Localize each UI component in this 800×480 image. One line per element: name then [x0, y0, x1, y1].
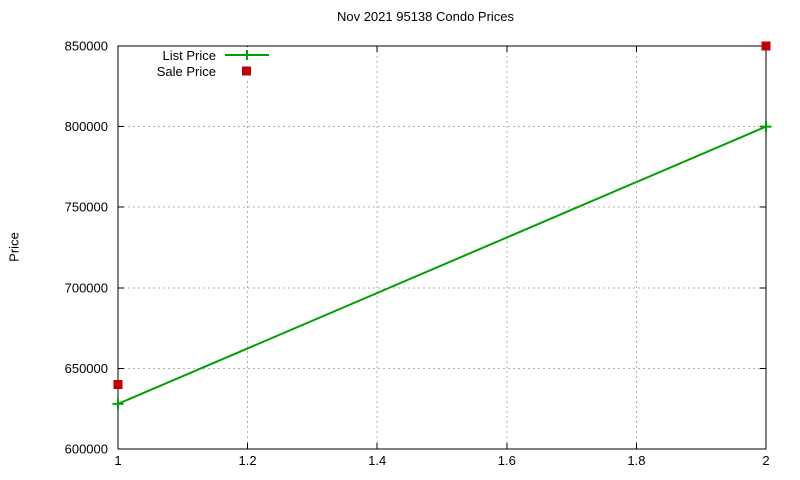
x-tick-label: 1.6: [498, 453, 516, 468]
sale-price-point-marker: [761, 41, 771, 51]
list-price-line-sample-icon: [225, 50, 269, 60]
legend-item-list-price: List Price: [120, 47, 270, 63]
list-price-point-marker: [760, 121, 772, 133]
legend: List Price Sale Price: [120, 47, 272, 80]
y-tick-label: 850000: [65, 39, 108, 54]
plot-border: [117, 45, 767, 450]
x-tick-label: 1.8: [627, 453, 645, 468]
y-tick-label: 750000: [65, 200, 108, 215]
x-tick-label: 2: [762, 453, 769, 468]
chart-title: Nov 2021 95138 Condo Prices: [336, 9, 515, 24]
y-tick-label: 800000: [65, 119, 108, 134]
sale-price-point-marker: [113, 380, 123, 390]
y-tick-label: 650000: [65, 361, 108, 376]
x-tick-label: 1.4: [368, 453, 386, 468]
y-tick-label: 700000: [65, 280, 108, 295]
legend-item-sale-price: Sale Price: [120, 63, 270, 79]
x-tick-label: 1: [114, 453, 121, 468]
y-tick-label: 600000: [65, 442, 108, 457]
list-price-point-marker: [112, 398, 124, 410]
legend-label-list-price: List Price: [162, 47, 216, 63]
legend-label-sale-price: Sale Price: [156, 63, 216, 79]
list-price-line: [117, 125, 767, 405]
x-tick-label: 1.2: [239, 453, 257, 468]
sale-price-point-sample-icon: [242, 66, 251, 76]
